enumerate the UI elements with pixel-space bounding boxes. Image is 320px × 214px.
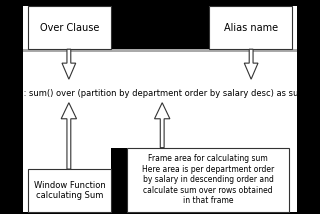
Bar (209, 6, 292, 49)
Text: Eg: sum() over (partition by department order by salary desc) as sum: Eg: sum() over (partition by department … (13, 89, 307, 98)
Text: Alias name: Alias name (224, 23, 278, 33)
Bar (28, 6, 111, 49)
Bar (111, 148, 127, 212)
Text: Frame area for calculating sum
Here area is per department order
by salary in de: Frame area for calculating sum Here area… (142, 155, 274, 205)
Bar (23, 0, 297, 6)
Text: Over Clause: Over Clause (40, 23, 99, 33)
Bar (111, 6, 209, 49)
Polygon shape (244, 49, 258, 79)
Polygon shape (155, 103, 170, 148)
Polygon shape (61, 103, 76, 169)
Text: Window Function
calculating Sum: Window Function calculating Sum (34, 181, 105, 200)
Polygon shape (62, 49, 76, 79)
Bar (127, 148, 289, 212)
Bar (28, 169, 111, 212)
Bar (23, 212, 297, 214)
Bar (23, 49, 297, 52)
